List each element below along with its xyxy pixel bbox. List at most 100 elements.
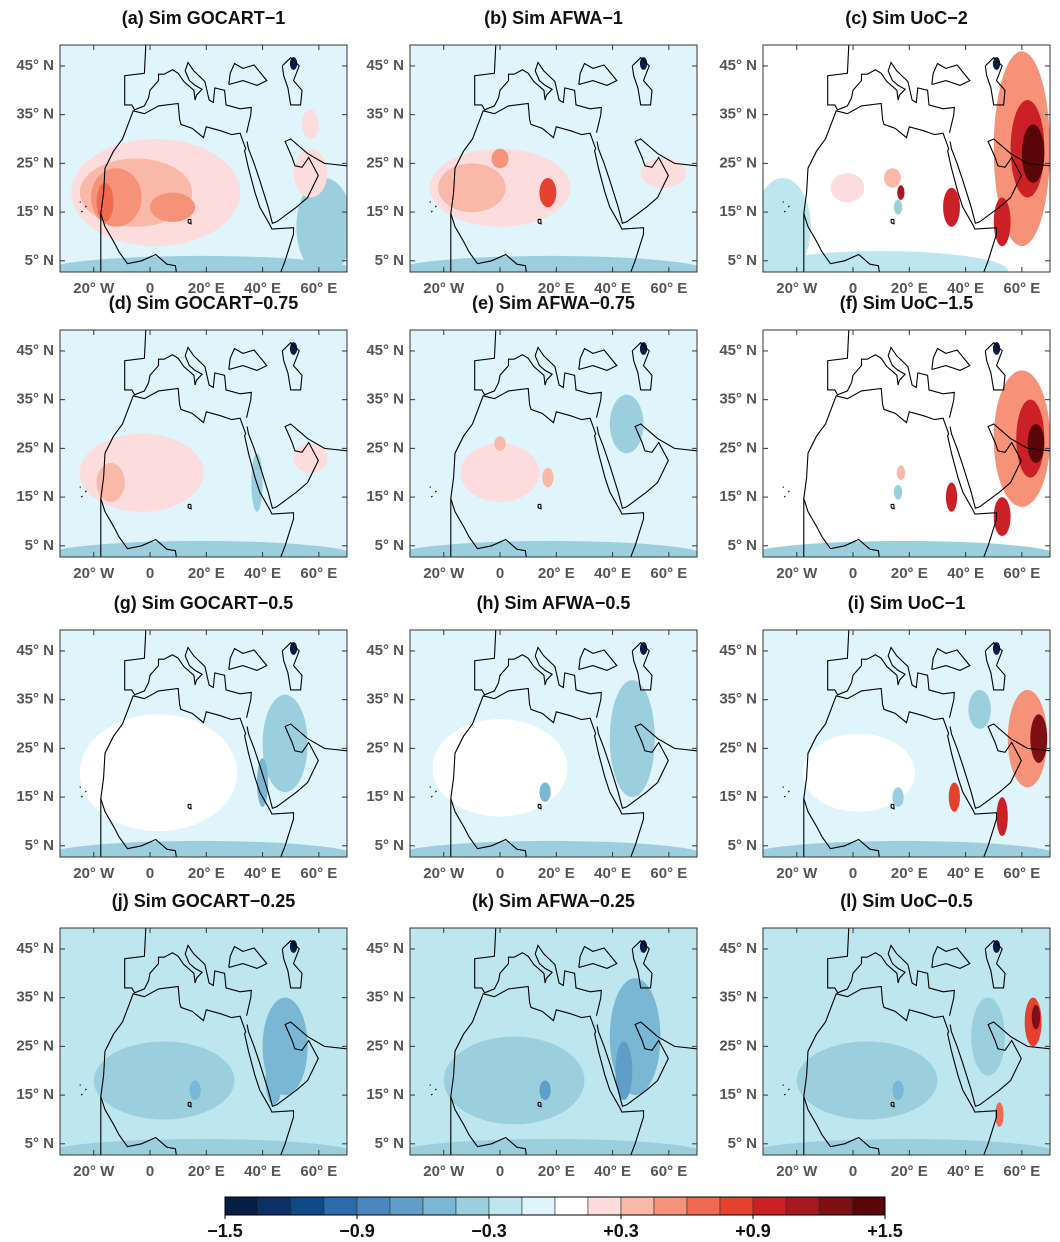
- coastline: [787, 205, 790, 208]
- y-tick-label: 45° N: [16, 940, 54, 957]
- x-tick-label: 20° W: [423, 565, 465, 582]
- map-frame: [762, 927, 1051, 1156]
- y-tick-label: 5° N: [375, 1135, 404, 1152]
- panel-title: (d) Sim GOCART−0.75: [109, 293, 299, 313]
- coastline: [434, 1088, 437, 1091]
- coastline: [450, 387, 645, 557]
- coastline: [803, 498, 880, 557]
- anomaly-region: [968, 689, 991, 729]
- y-tick-label: 5° N: [25, 837, 54, 854]
- x-tick-label: 20° W: [423, 865, 465, 882]
- x-tick-label: 20° E: [538, 1163, 575, 1180]
- coastline: [631, 56, 653, 106]
- coastline: [787, 490, 790, 493]
- coastline: [430, 210, 433, 213]
- anomaly-region: [410, 255, 697, 272]
- anomaly-region: [443, 1036, 585, 1125]
- anomaly-region: [410, 1138, 697, 1155]
- anomaly-region: [1021, 124, 1045, 183]
- anomaly-region: [971, 997, 1005, 1076]
- x-tick-label: 60° E: [650, 565, 687, 582]
- x-tick-label: 20° E: [188, 280, 225, 297]
- colorbar-swatch: [257, 1196, 292, 1216]
- coastline: [890, 218, 895, 225]
- coastline: [803, 687, 998, 857]
- anomaly-region: [289, 342, 298, 355]
- anomaly-region: [992, 940, 1001, 953]
- anomaly-region: [896, 465, 906, 481]
- coastline: [890, 1101, 895, 1108]
- anomaly-region: [763, 540, 1050, 557]
- anomaly-region: [539, 177, 557, 208]
- y-tick-label: 5° N: [375, 537, 404, 554]
- x-tick-label: 20° E: [188, 565, 225, 582]
- map-frame: [59, 629, 348, 858]
- anomaly-region: [639, 642, 648, 655]
- coastline: [450, 1096, 527, 1155]
- colorbar-label: +1.5: [867, 1221, 903, 1241]
- panel-title: (c) Sim UoC−2: [845, 8, 968, 28]
- map-panel: (a) Sim GOCART−1 5° N 15° N 25° N 35° N 45° N…: [16, 8, 348, 297]
- coastline: [631, 341, 653, 391]
- coastline: [434, 490, 437, 493]
- coastline: [80, 495, 83, 498]
- coastline: [246, 723, 347, 810]
- coastline: [931, 347, 971, 371]
- colorbar-swatch: [224, 1196, 259, 1216]
- coastline: [246, 1021, 347, 1108]
- y-tick-label: 5° N: [25, 252, 54, 269]
- x-tick-label: 20° W: [73, 565, 115, 582]
- x-tick-label: 0: [849, 280, 857, 297]
- anomaly-region: [296, 177, 347, 272]
- coastline: [827, 630, 955, 718]
- coastline: [100, 1096, 177, 1155]
- x-tick-label: 20° W: [73, 280, 115, 297]
- y-tick-label: 25° N: [16, 154, 54, 171]
- y-tick-label: 25° N: [719, 154, 757, 171]
- x-tick-label: 20° W: [776, 280, 818, 297]
- anomaly-region: [995, 1102, 1004, 1127]
- x-tick-label: 20° E: [538, 865, 575, 882]
- y-tick-label: 35° N: [366, 106, 404, 123]
- colorbar: −1.5 −0.9 −0.3 +0.3 +0.9 +1.5: [207, 1196, 903, 1241]
- x-tick-label: 40° E: [594, 865, 631, 882]
- map-field: [763, 630, 1050, 857]
- y-tick-label: 15° N: [719, 488, 757, 505]
- anomaly-region: [265, 1056, 283, 1105]
- anomaly-region: [830, 173, 865, 203]
- y-tick-label: 15° N: [366, 1086, 404, 1103]
- anomaly-region: [256, 758, 269, 807]
- anomaly-region: [1007, 689, 1048, 788]
- map-panel: (b) Sim AFWA−1 5° N 15° N 25° N 35° N 45° N 20…: [366, 8, 698, 297]
- anomaly-region: [996, 797, 1008, 837]
- anomaly-region: [301, 109, 319, 140]
- y-tick-label: 25° N: [366, 1037, 404, 1054]
- panel-title: (l) Sim UoC−0.5: [840, 891, 973, 911]
- anomaly-region: [150, 192, 196, 222]
- map-panel: (c) Sim UoC−2 5° N 15° N 25° N 35° N 45° N 20°…: [719, 8, 1051, 297]
- map-panel: (i) Sim UoC−1 5° N 15° N 25° N 35° N 45° N 20°…: [719, 593, 1051, 882]
- coastline: [827, 45, 955, 133]
- y-tick-label: 45° N: [366, 342, 404, 359]
- anomaly-region: [948, 782, 960, 812]
- colorbar-swatch: [587, 1196, 622, 1216]
- coastline: [281, 56, 303, 106]
- coastline: [631, 939, 653, 989]
- coastline: [783, 495, 786, 498]
- coastline: [578, 62, 618, 86]
- coastline: [827, 928, 955, 1016]
- coastline: [124, 330, 252, 418]
- coastline: [803, 985, 998, 1155]
- coastline: [430, 495, 433, 498]
- coastline: [931, 62, 971, 86]
- coastline: [984, 56, 1006, 106]
- coastline: [787, 1088, 790, 1091]
- anomaly-region: [763, 177, 811, 272]
- map-field: [410, 928, 697, 1155]
- coastline: [537, 218, 542, 225]
- x-tick-label: 60° E: [1003, 280, 1040, 297]
- y-tick-label: 35° N: [719, 989, 757, 1006]
- colorbar-swatch: [521, 1196, 556, 1216]
